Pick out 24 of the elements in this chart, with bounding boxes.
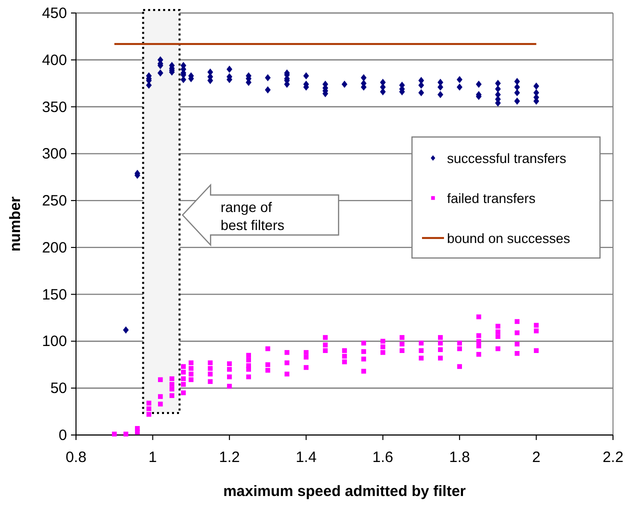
y-tick-label: 350 bbox=[42, 98, 67, 116]
band-label: range of best filters bbox=[220, 199, 284, 233]
legend-label: successful transfers bbox=[447, 151, 567, 166]
y-axis-title: number bbox=[7, 196, 24, 252]
x-tick-label: 2.2 bbox=[602, 449, 624, 466]
x-tick-label: 1.6 bbox=[372, 449, 394, 466]
y-tick-label: 0 bbox=[58, 427, 67, 444]
y-tick-label: 200 bbox=[42, 239, 67, 256]
y-tick-label: 50 bbox=[50, 380, 67, 398]
x-tick-label: 1.2 bbox=[219, 449, 240, 466]
x-tick-label: 1.4 bbox=[296, 449, 317, 466]
x-tick-label: 1.8 bbox=[449, 449, 470, 466]
y-tick-label: 100 bbox=[42, 333, 67, 350]
y-tick-label: 400 bbox=[42, 52, 67, 69]
y-tick-label: 450 bbox=[42, 5, 67, 22]
x-axis-title: maximum speed admitted by filter bbox=[223, 483, 466, 500]
x-tick-label: 0.8 bbox=[66, 449, 86, 466]
legend-label: bound on successes bbox=[447, 231, 570, 246]
y-tick-label: 150 bbox=[42, 286, 67, 304]
x-tick-label: 2 bbox=[532, 449, 540, 466]
legend-label: failed transfers bbox=[447, 191, 536, 206]
y-tick-label: 300 bbox=[42, 146, 67, 163]
y-tick-label: 250 bbox=[42, 192, 67, 210]
x-tick-label: 1 bbox=[148, 449, 157, 466]
